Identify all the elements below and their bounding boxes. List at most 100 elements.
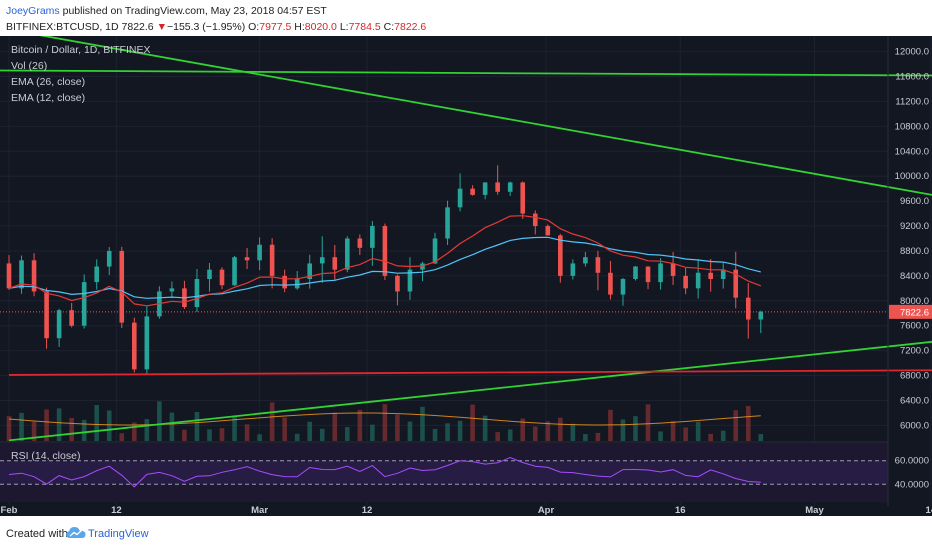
volume-bar [633, 416, 638, 441]
volume-bar [670, 421, 676, 441]
down-arrow-icon: ▼ [156, 21, 167, 33]
candle-body [558, 235, 563, 276]
y-tick-label: 8800.0 [900, 246, 929, 257]
volume-bar [357, 409, 363, 441]
candle-body [69, 310, 74, 326]
volume-bar [106, 410, 112, 441]
candle-body [269, 244, 275, 276]
candle-body [94, 266, 100, 283]
high-label: H: [294, 21, 305, 33]
y-tick-label: 11200.0 [895, 96, 929, 107]
volume-bar [457, 420, 463, 441]
volume-bar [56, 408, 62, 441]
candle-body [407, 269, 413, 292]
candle-body [119, 250, 125, 323]
last-price: 7822.6 [121, 21, 154, 33]
ema12-line [8, 215, 762, 307]
chart-area[interactable]: 6000.0 6400.0 6800.0 7200.0 7600.0 8000.0 8400… [0, 27, 932, 516]
candle-body [232, 257, 237, 286]
volume-bar [395, 414, 400, 441]
candle-body [520, 182, 526, 214]
volume-bar [282, 417, 287, 441]
footer: Created with TradingView [0, 516, 932, 550]
volume-bar [382, 404, 388, 441]
candle-body [169, 288, 175, 292]
volume-bar [720, 430, 726, 441]
volume-bar [19, 412, 24, 441]
candle-body [608, 272, 613, 295]
close-label: C: [383, 21, 395, 33]
y-tick-label: 6400.0 [900, 396, 929, 407]
volume-bar [269, 402, 275, 441]
volume-bar [520, 418, 526, 441]
y-tick-label: 6000.0 [900, 420, 929, 431]
y-tick-label: 10000.0 [895, 171, 929, 182]
open-value: 7977.5 [259, 21, 292, 33]
candle-body [44, 291, 49, 339]
volume-bar [194, 411, 200, 441]
candle-body [745, 297, 751, 320]
candle-body [532, 213, 538, 227]
volume-bar [345, 427, 350, 441]
tradingview-link[interactable]: TradingView [88, 528, 149, 540]
volume-bar [370, 424, 375, 441]
volume-bar [294, 433, 300, 441]
candle-body [345, 238, 350, 270]
volume-bar [545, 421, 551, 441]
volume-bar [695, 421, 701, 441]
x-tick-label: Feb [1, 505, 18, 516]
candle-body [758, 311, 764, 320]
x-tick-label: 12 [111, 505, 122, 516]
candle-body [282, 275, 287, 289]
volume-bar [570, 423, 576, 441]
high-value: 8020.0 [304, 21, 337, 33]
low-value: 7784.5 [348, 21, 381, 33]
rsi-tick-label: 40.0000 [895, 479, 929, 490]
candle-body [257, 244, 262, 261]
volume-bar [132, 422, 137, 441]
volume-bar [219, 428, 225, 441]
candle-body [332, 257, 338, 270]
ema26-line [8, 236, 761, 299]
volume-bar [332, 412, 338, 441]
candle-body [595, 257, 601, 273]
axes: 6000.0 6400.0 6800.0 7200.0 7600.0 8000.0 8400… [1, 36, 932, 516]
low-label: L: [339, 21, 349, 33]
candle-body [583, 257, 588, 264]
volume-bar [81, 419, 87, 441]
candle-body [545, 226, 551, 236]
candle-body [81, 282, 87, 326]
x-tick-label: 16 [675, 505, 686, 516]
author-link[interactable]: JoeyGrams [6, 5, 60, 17]
volume-bar [558, 417, 563, 441]
last-price-label: 7822.6 [900, 307, 929, 318]
candle-body [708, 272, 713, 279]
volume-bar [445, 423, 450, 441]
volume-bar [745, 406, 751, 441]
candle-body [357, 238, 363, 248]
y-tick-label: 7600.0 [900, 321, 929, 332]
price-chart[interactable]: 6000.0 6400.0 6800.0 7200.0 7600.0 8000.0 8400… [0, 27, 932, 516]
candle-body [432, 238, 438, 264]
candle-body [658, 263, 663, 283]
candle-body [319, 257, 325, 264]
y-tick-label: 10400.0 [895, 146, 929, 157]
x-tick-label: May [805, 505, 824, 516]
volume-bar [232, 417, 237, 441]
candle-body [307, 263, 313, 279]
volume-bar [407, 421, 413, 441]
volume-bar [257, 434, 262, 441]
candle-body [482, 182, 488, 195]
legend-vol: Vol (26) [11, 60, 47, 72]
candle-body [670, 263, 676, 276]
candles [6, 165, 764, 375]
candle-body [132, 322, 137, 370]
candle-body [457, 188, 463, 208]
symbol-line: BITFINEX:BTCUSD, 1D 7822.6 ▼−155.3 (−1.9… [6, 21, 426, 33]
volume-bar [119, 433, 125, 441]
candle-body [6, 263, 12, 289]
change-value: −155.3 (−1.95%) [166, 21, 246, 33]
candle-body [106, 250, 112, 267]
candle-body [31, 260, 37, 292]
volume-bar [733, 410, 739, 441]
